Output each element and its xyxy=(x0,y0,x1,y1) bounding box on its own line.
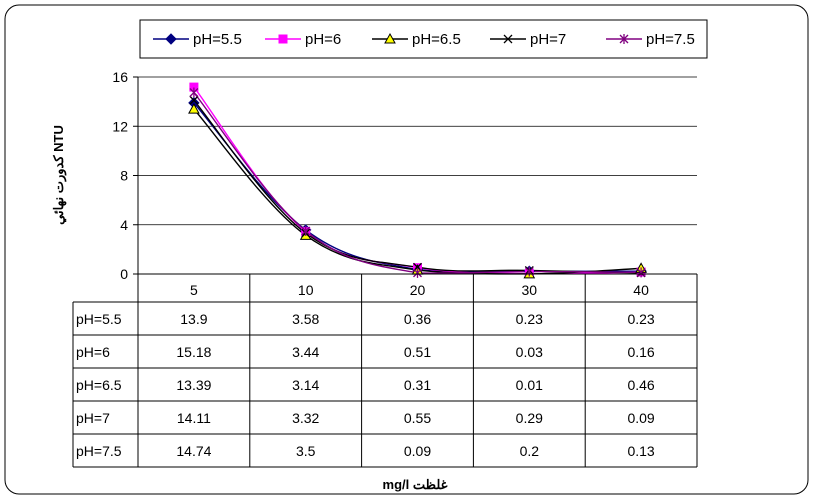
x-tick-label: 5 xyxy=(190,282,198,298)
legend-item: pH=6 xyxy=(265,31,341,48)
data-label: 0.31 xyxy=(404,377,431,393)
y-tick-label: 4 xyxy=(120,217,128,233)
y-axis-title: NTU كدورت نهائي xyxy=(51,125,67,225)
data-point xyxy=(189,95,199,105)
data-label: 3.14 xyxy=(292,377,319,393)
legend-item: pH=6.5 xyxy=(372,31,461,48)
table-row-label: pH=5.5 xyxy=(76,311,122,327)
data-label: 3.58 xyxy=(292,311,319,327)
data-label: 0.36 xyxy=(404,311,431,327)
data-label: 14.11 xyxy=(177,410,211,426)
data-label: 13.39 xyxy=(176,377,211,393)
legend-label: pH=7.5 xyxy=(646,31,695,48)
legend-item: pH=5.5 xyxy=(153,31,242,48)
data-label: 0.09 xyxy=(627,410,654,426)
legend-marker xyxy=(384,32,396,44)
data-point xyxy=(189,87,199,98)
y-axis-title-text: NTU كدورت نهائي xyxy=(51,125,67,225)
data-point xyxy=(301,225,311,236)
table-row-label: pH=7.5 xyxy=(76,443,122,459)
data-label: 3.32 xyxy=(292,410,319,426)
data-label: 0.01 xyxy=(516,377,543,393)
chart-border xyxy=(4,4,809,495)
data-label: 13.9 xyxy=(180,311,207,327)
y-tick-label: 0 xyxy=(120,266,128,282)
data-label: 0.29 xyxy=(516,410,543,426)
legend-marker xyxy=(165,33,177,45)
data-label: 0.51 xyxy=(404,344,431,360)
y-tick-label: 12 xyxy=(112,118,128,134)
data-label: 0.23 xyxy=(627,311,654,327)
data-label: 3.5 xyxy=(296,443,316,459)
data-label: 0.55 xyxy=(404,410,431,426)
legend-label: pH=5.5 xyxy=(193,31,242,48)
legend-label: pH=6.5 xyxy=(412,31,461,48)
x-tick-label: 20 xyxy=(410,282,426,298)
series-line xyxy=(193,108,642,275)
data-label: 0.16 xyxy=(627,344,654,360)
data-label: 0.09 xyxy=(404,443,431,459)
x-tick-label: 30 xyxy=(522,282,538,298)
data-label: 3.44 xyxy=(292,344,319,360)
series-line xyxy=(193,92,642,274)
data-label: 0.13 xyxy=(627,443,654,459)
x-tick-label: 40 xyxy=(633,282,649,298)
data-label: 0.03 xyxy=(516,344,543,360)
data-label: 0.23 xyxy=(516,311,543,327)
data-label: 15.18 xyxy=(176,344,211,360)
data-point xyxy=(413,267,422,278)
legend-label: pH=6 xyxy=(305,31,341,48)
data-label: 0.2 xyxy=(520,443,540,459)
plot-area: 0 4 8 12 16 xyxy=(112,69,697,282)
legend-marker xyxy=(619,34,629,44)
legend-item: pH=7.5 xyxy=(606,31,695,48)
legend: pH=5.5 pH=6 pH=6.5 pH=7 pH=7.5 xyxy=(153,31,695,48)
data-table: 5 10 20 30 40 pH=5.5 13.9 3.58 0.36 0.23 0.23 pH=6 1… xyxy=(72,273,698,468)
table-row-label: pH=6.5 xyxy=(76,377,122,393)
table-row-label: pH=7 xyxy=(76,410,110,426)
x-axis-title: غلظت mg/l xyxy=(383,477,448,492)
data-point xyxy=(636,267,646,278)
y-tick-label: 16 xyxy=(112,69,128,85)
x-tick-label: 10 xyxy=(298,282,314,298)
data-point xyxy=(188,103,200,114)
legend-item: pH=7 xyxy=(490,31,566,48)
legend-marker xyxy=(278,34,288,44)
data-label: 14.74 xyxy=(176,443,211,459)
data-label: 0.46 xyxy=(627,377,654,393)
table-row-label: pH=6 xyxy=(76,344,110,360)
legend-label: pH=7 xyxy=(530,31,566,48)
legend-marker xyxy=(503,34,513,44)
y-tick-label: 8 xyxy=(120,168,128,184)
